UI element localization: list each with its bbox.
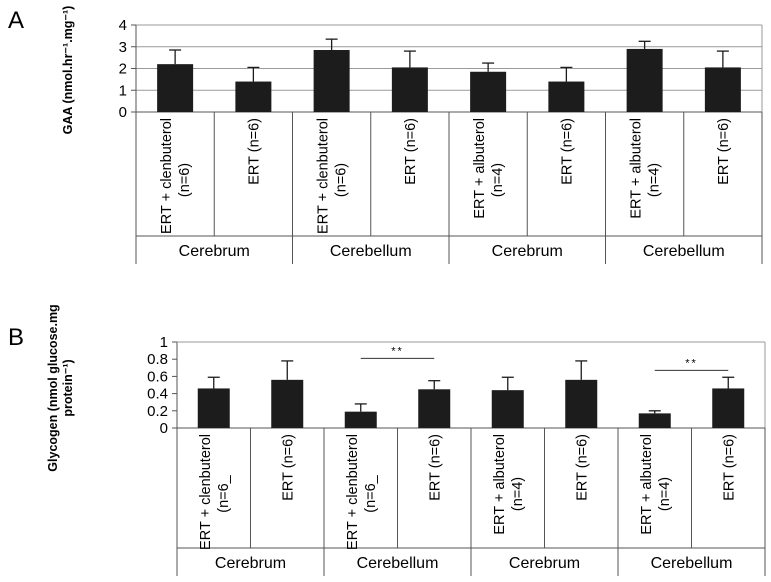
y-tick-label: 2 <box>119 61 127 78</box>
category-label-line: ERT + albuterol <box>492 434 508 535</box>
category-label: ERT + albuterol (n=4) <box>629 118 663 219</box>
bar <box>197 388 230 428</box>
y-tick-label: 0.6 <box>147 368 168 385</box>
panel-letter-b: B <box>8 324 24 351</box>
bar <box>548 81 585 112</box>
category-label: ERT (n=6) <box>403 118 419 185</box>
bar <box>271 379 304 428</box>
y-tick-label: 0 <box>160 420 168 437</box>
category-label: ERT + albuterol (n=4) <box>472 118 506 219</box>
category-label-line: (n=4) <box>490 163 506 197</box>
bar <box>157 64 194 112</box>
y-axis-label-line: protein⁻¹) <box>61 359 75 416</box>
group-label: Cerebellum <box>357 555 439 572</box>
category-label-line: ERT (n=6) <box>574 434 590 501</box>
group-label: Cerebellum <box>651 555 733 572</box>
category-label-line: (n=4) <box>657 477 673 511</box>
panel-b: B Glycogen (nmol glucose.mgprotein⁻¹) 00.2… <box>8 304 766 576</box>
category-label-line: (n=4) <box>647 163 663 197</box>
category-label-line: (n=6_ <box>216 474 232 512</box>
category-label-line: ERT + clenbuterol <box>198 434 214 550</box>
category-label: ERT (n=6) <box>574 434 590 501</box>
group-label: Cerebellum <box>330 243 412 260</box>
category-label-line: ERT (n=6) <box>716 118 732 185</box>
y-tick-label: 3 <box>119 39 127 56</box>
group-label: Cerebrum <box>215 555 286 572</box>
category-label: ERT (n=6) <box>716 118 732 185</box>
category-label-line: ERT (n=6) <box>427 434 443 501</box>
bar <box>704 67 741 112</box>
y-axis-label-a: GAA (nmol.hr⁻¹.mg⁻¹) <box>61 6 75 135</box>
category-label-line: (n=6) <box>334 163 350 197</box>
y-tick-label: 1 <box>160 334 168 351</box>
y-axis-label-b: Glycogen (nmol glucose.mgprotein⁻¹) <box>46 304 75 471</box>
category-label-line: ERT + clenbuterol <box>159 118 175 234</box>
category-label: ERT + clenbuterol (n=6_ <box>345 434 379 550</box>
bar <box>491 390 524 428</box>
category-label-line: (n=6_ <box>363 474 379 512</box>
category-label: ERT + clenbuterol (n=6_ <box>198 434 232 550</box>
bar <box>313 50 350 112</box>
y-tick-label: 0.2 <box>147 403 168 420</box>
bar <box>565 379 598 428</box>
category-label: ERT + clenbuterol (n=6) <box>316 118 350 234</box>
group-label: Cerebrum <box>179 243 250 260</box>
y-tick-label: 0.8 <box>147 351 168 368</box>
category-label-line: ERT (n=6) <box>280 434 296 501</box>
category-label-line: ERT (n=6) <box>403 118 419 185</box>
category-label-line: ERT + clenbuterol <box>316 118 332 234</box>
category-label: ERT (n=6) <box>246 118 262 185</box>
y-tick-label: 4 <box>119 17 127 34</box>
significance-label: ** <box>391 345 404 357</box>
bar <box>418 389 451 428</box>
category-label: ERT (n=6) <box>280 434 296 501</box>
y-tick-label: 1 <box>119 82 127 99</box>
category-label: ERT (n=6) <box>559 118 575 185</box>
bar <box>391 67 428 112</box>
bar <box>712 388 745 428</box>
panel-a: A GAA (nmol.hr⁻¹.mg⁻¹) 0 1 2 3 4 ERT + clenbute… <box>8 6 763 264</box>
category-label-line: ERT + albuterol <box>629 118 645 219</box>
category-label-line: (n=4) <box>510 477 526 511</box>
bar <box>235 81 272 112</box>
category-label: ERT (n=6) <box>721 434 737 501</box>
bar <box>626 48 663 112</box>
category-label-line: ERT (n=6) <box>559 118 575 185</box>
y-axis-label-line: GAA (nmol.hr⁻¹.mg⁻¹) <box>61 6 75 135</box>
y-tick-label: 0 <box>119 104 127 121</box>
category-label-line: ERT + albuterol <box>639 434 655 535</box>
bar <box>470 71 507 112</box>
category-label: ERT + clenbuterol (n=6) <box>159 118 193 234</box>
category-label: ERT + albuterol (n=4) <box>639 434 673 535</box>
category-label-line: ERT + albuterol <box>472 118 488 219</box>
y-axis-label-line: Glycogen (nmol glucose.mg <box>46 304 60 471</box>
significance-label: ** <box>685 357 698 369</box>
category-label-line: ERT (n=6) <box>246 118 262 185</box>
group-label: Cerebrum <box>492 243 563 260</box>
category-label: ERT (n=6) <box>427 434 443 501</box>
y-tick-label: 0.4 <box>147 386 168 403</box>
category-label: ERT + albuterol (n=4) <box>492 434 526 535</box>
bar <box>638 413 671 428</box>
panel-letter-a: A <box>8 7 24 34</box>
category-label-line: ERT + clenbuterol <box>345 434 361 550</box>
group-label: Cerebellum <box>643 243 725 260</box>
group-label: Cerebrum <box>509 555 580 572</box>
category-label-line: (n=6) <box>177 163 193 197</box>
bar <box>344 411 377 428</box>
category-label-line: ERT (n=6) <box>721 434 737 501</box>
